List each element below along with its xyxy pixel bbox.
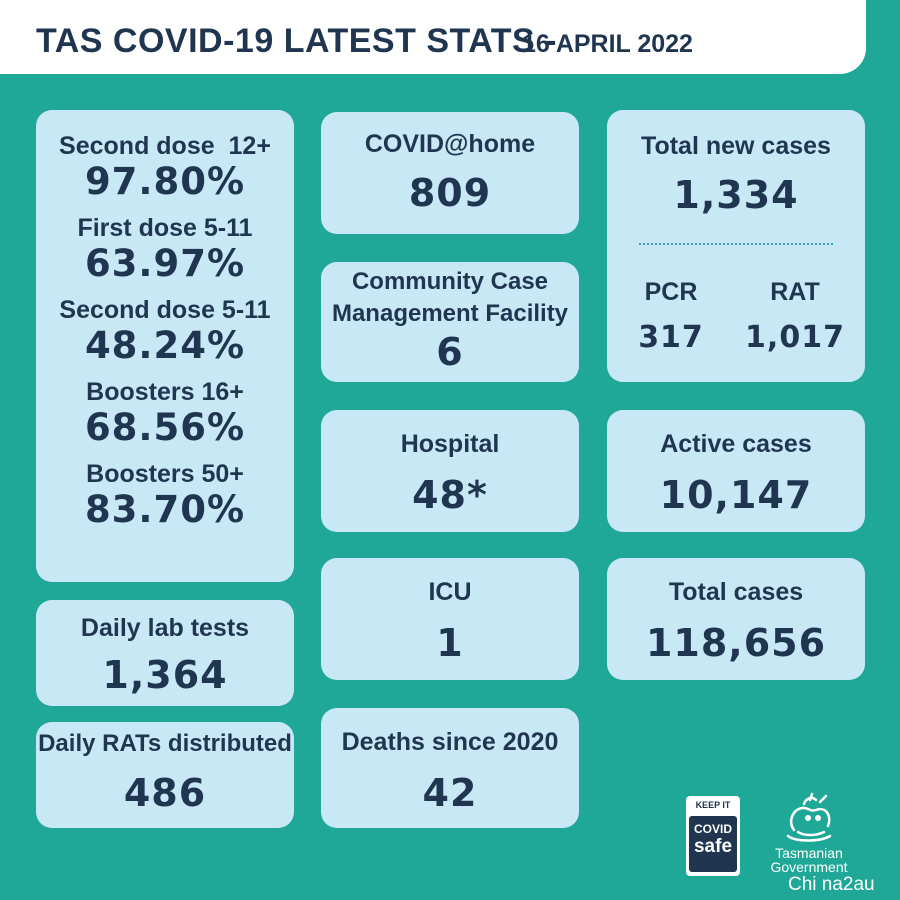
tasmanian-government-logo: Tasmanian Government <box>756 792 862 878</box>
page-date: 16 APRIL 2022 <box>522 30 693 58</box>
hospital-card: Hospital 48* <box>321 410 579 532</box>
daily-lab-tests-label: Daily lab tests <box>80 614 250 642</box>
covid-at-home-value: 809 <box>408 171 492 215</box>
vax-second-dose-5-11: Second dose 5-11 48.24% <box>36 294 294 366</box>
tas-gov-line2: Government <box>770 859 848 875</box>
daily-rats-label: Daily RATs distributed <box>38 730 292 757</box>
page-title: TAS COVID-19 LATEST STATS - <box>36 22 557 60</box>
covid-safe-badge: COVID safe <box>689 816 737 872</box>
icu-label: ICU <box>428 578 472 606</box>
total-cases-value: 118,656 <box>645 621 827 665</box>
tasmanian-devil-icon <box>786 792 832 842</box>
ccmf-card: Community Case Management Facility 6 <box>321 262 579 382</box>
daily-rats-value: 486 <box>123 771 207 815</box>
ccmf-label-line1: Community Case <box>351 268 549 295</box>
ccmf-label-line2: Management Facility <box>331 300 569 327</box>
covid-safe-safe-text: safe <box>693 836 733 857</box>
hospital-label: Hospital <box>400 430 500 458</box>
daily-lab-tests-value: 1,364 <box>102 653 228 697</box>
icu-value: 1 <box>436 621 464 665</box>
covid-safe-keep-text: KEEP IT <box>695 800 731 810</box>
watermark: Chi na2au <box>788 874 875 895</box>
daily-rats-card: Daily RATs distributed 486 <box>36 722 294 828</box>
icu-card: ICU 1 <box>321 558 579 680</box>
hospital-value: 48* <box>412 473 488 517</box>
vax-second-dose-12: Second dose 12+ 97.80% <box>36 130 294 202</box>
rat-block: RAT 1,017 <box>735 276 855 360</box>
rat-value: 1,017 <box>745 320 845 355</box>
covid-safe-covid-text: COVID <box>693 822 732 836</box>
vax-value: 97.80% <box>84 160 246 203</box>
total-cases-label: Total cases <box>668 578 804 606</box>
total-new-cases-label: Total new cases <box>641 132 831 160</box>
deaths-label: Deaths since 2020 <box>341 728 559 756</box>
active-cases-label: Active cases <box>660 430 812 458</box>
tas-gov-line1: Tasmanian <box>775 845 843 861</box>
rat-label: RAT <box>770 278 820 306</box>
deaths-card: Deaths since 2020 42 <box>321 708 579 828</box>
daily-lab-tests-card: Daily lab tests 1,364 <box>36 600 294 706</box>
vax-value: 68.56% <box>84 406 246 449</box>
deaths-value: 42 <box>422 771 478 815</box>
divider <box>639 243 833 245</box>
vax-value: 63.97% <box>84 242 246 285</box>
total-new-cases-value: 1,334 <box>673 173 799 217</box>
vax-label: Second dose 12+ <box>59 132 271 160</box>
vax-label: Second dose 5-11 <box>59 296 271 324</box>
vax-value: 48.24% <box>84 324 246 367</box>
vax-label: First dose 5-11 <box>77 214 253 242</box>
active-cases-card: Active cases 10,147 <box>607 410 865 532</box>
pcr-value: 317 <box>638 320 704 355</box>
vax-label: Boosters 16+ <box>86 378 244 406</box>
total-new-cases-card: Total new cases 1,334 PCR 317 RAT 1,017 <box>607 110 865 382</box>
vax-label: Boosters 50+ <box>86 460 244 488</box>
active-cases-value: 10,147 <box>659 473 813 517</box>
covid-at-home-label: COVID@home <box>364 130 536 158</box>
pcr-block: PCR 317 <box>611 276 731 360</box>
vax-boosters-16: Boosters 16+ 68.56% <box>36 376 294 448</box>
pcr-label: PCR <box>644 278 698 306</box>
vax-first-dose-5-11: First dose 5-11 63.97% <box>36 212 294 284</box>
vaccination-card: Second dose 12+ 97.80% First dose 5-11 6… <box>36 110 294 582</box>
vax-boosters-50: Boosters 50+ 83.70% <box>36 458 294 530</box>
covid-safe-logo: KEEP IT COVID safe <box>686 796 740 876</box>
vax-value: 83.70% <box>84 488 246 531</box>
header-banner: TAS COVID-19 LATEST STATS - 16 APRIL 202… <box>0 0 866 74</box>
total-cases-card: Total cases 118,656 <box>607 558 865 680</box>
ccmf-value: 6 <box>436 330 464 374</box>
covid-at-home-card: COVID@home 809 <box>321 112 579 234</box>
